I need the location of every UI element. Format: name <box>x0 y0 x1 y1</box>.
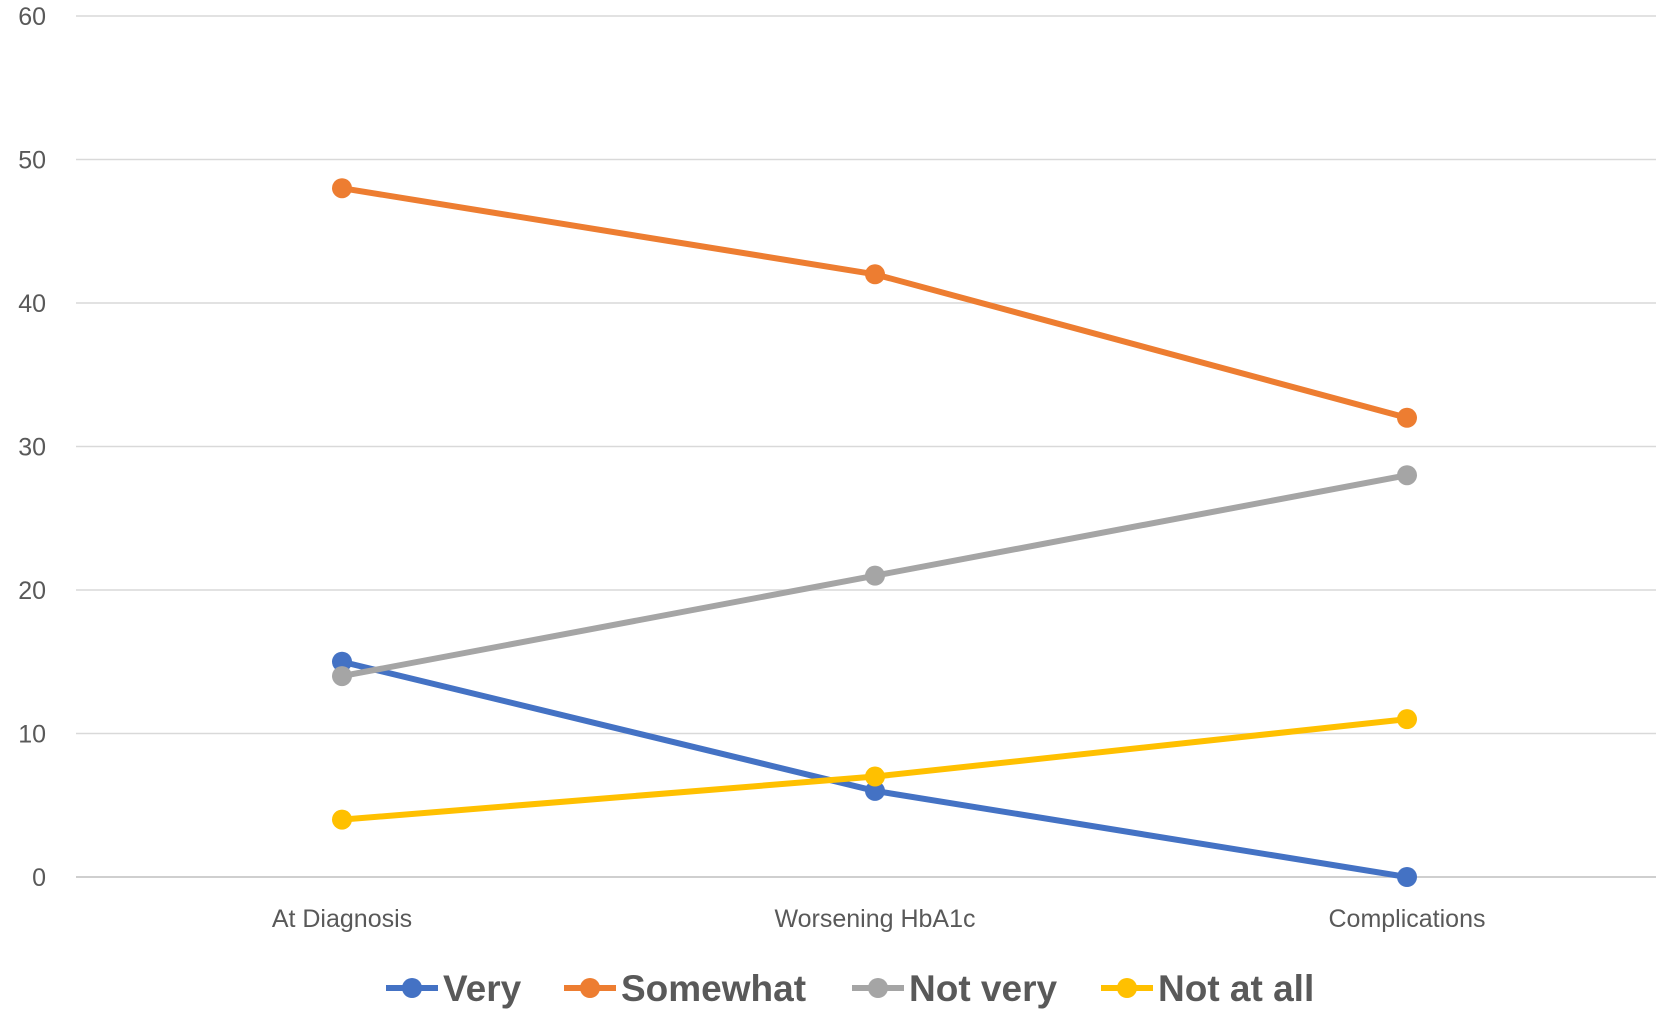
x-tick-label: Complications <box>1328 905 1485 933</box>
legend-label: Very <box>443 968 522 1009</box>
x-tick-label: Worsening HbA1c <box>774 905 975 933</box>
legend: Very Somewhat Not very Not at all <box>386 968 1314 1009</box>
data-point-not-at-all <box>1397 709 1417 730</box>
legend-item-not-very: Not very <box>852 968 1057 1009</box>
data-point-not-very <box>332 666 352 687</box>
x-tick-label: At Diagnosis <box>272 905 412 933</box>
y-tick-label: 60 <box>18 3 46 31</box>
legend-swatch-marker <box>580 978 600 998</box>
series-group <box>332 178 1417 887</box>
data-point-somewhat <box>332 178 352 199</box>
y-tick-label: 10 <box>18 721 46 749</box>
legend-item-very: Very <box>386 968 522 1009</box>
y-tick-label: 30 <box>18 434 46 462</box>
y-tick-label: 0 <box>32 864 46 892</box>
legend-swatch-marker <box>868 978 888 998</box>
legend-item-somewhat: Somewhat <box>564 968 806 1009</box>
data-point-somewhat <box>1397 407 1417 428</box>
legend-swatch-marker <box>1117 978 1137 998</box>
y-tick-label: 50 <box>18 147 46 175</box>
gridlines <box>76 15 1656 878</box>
y-tick-label: 20 <box>18 577 46 605</box>
data-point-not-at-all <box>332 809 352 830</box>
data-point-not-at-all <box>865 766 885 787</box>
x-axis-ticks: At Diagnosis Worsening HbA1c Complications <box>272 905 1486 933</box>
legend-label: Not at all <box>1158 968 1314 1009</box>
data-point-not-very <box>1397 465 1417 486</box>
data-point-very <box>332 651 352 672</box>
legend-label: Not very <box>909 968 1057 1009</box>
data-point-somewhat <box>865 264 885 285</box>
legend-swatch-marker <box>402 978 422 998</box>
legend-item-not-at-all: Not at all <box>1101 968 1314 1009</box>
data-point-very <box>865 780 885 801</box>
data-point-very <box>1397 867 1417 887</box>
data-point-not-very <box>865 565 885 586</box>
y-axis-ticks: 0 10 20 30 40 50 60 <box>18 3 46 892</box>
legend-label: Somewhat <box>621 968 806 1009</box>
y-tick-label: 40 <box>18 290 46 318</box>
